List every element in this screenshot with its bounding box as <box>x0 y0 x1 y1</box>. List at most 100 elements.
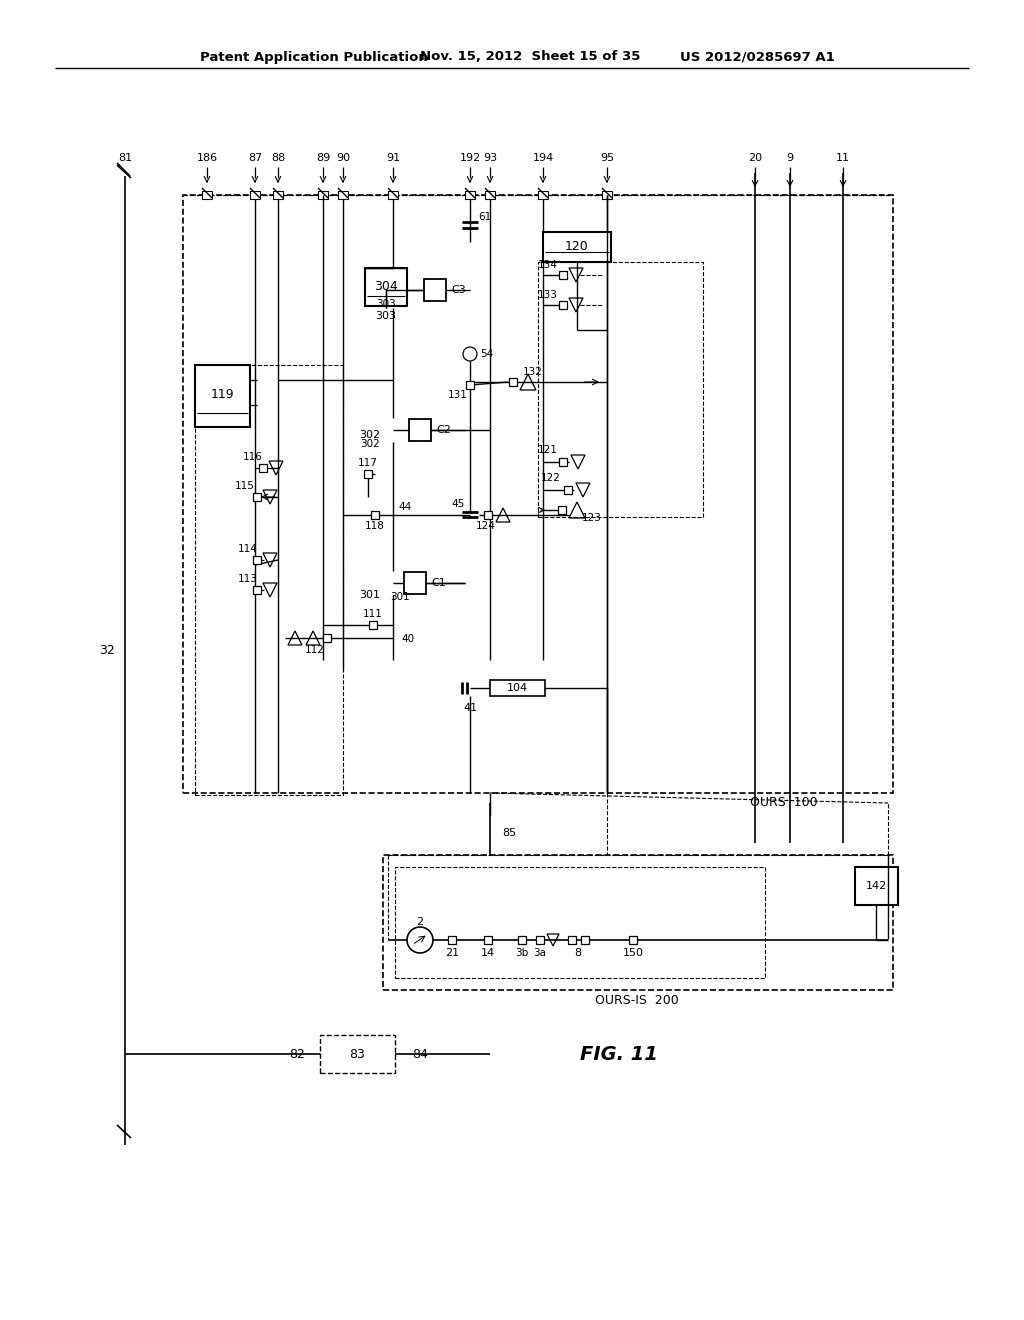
Bar <box>559 271 567 279</box>
Text: 301: 301 <box>390 591 410 602</box>
Text: 9: 9 <box>786 153 794 162</box>
Bar <box>259 465 267 473</box>
Text: 131: 131 <box>449 389 468 400</box>
Text: 124: 124 <box>476 521 496 531</box>
Bar <box>183 195 893 793</box>
Bar <box>490 680 545 696</box>
Bar <box>371 511 379 519</box>
Bar <box>465 191 475 199</box>
Bar <box>538 261 703 517</box>
Text: 81: 81 <box>118 153 132 162</box>
Text: 304: 304 <box>374 281 398 293</box>
Text: 302: 302 <box>360 440 380 449</box>
Bar <box>536 936 544 944</box>
Text: 45: 45 <box>452 499 465 510</box>
Text: C3: C3 <box>451 285 466 294</box>
Text: 115: 115 <box>236 480 255 491</box>
Text: FIG. 11: FIG. 11 <box>580 1045 658 1064</box>
Bar <box>383 855 893 990</box>
Text: 303: 303 <box>376 312 396 321</box>
Bar <box>404 572 426 594</box>
Text: 133: 133 <box>538 290 558 300</box>
Text: 3a: 3a <box>534 948 547 958</box>
Bar <box>273 191 283 199</box>
Text: 192: 192 <box>460 153 480 162</box>
Text: 14: 14 <box>481 948 495 958</box>
Text: 87: 87 <box>248 153 262 162</box>
Text: 302: 302 <box>359 430 381 440</box>
Text: 303: 303 <box>376 300 396 309</box>
Text: 32: 32 <box>99 644 115 656</box>
Text: 82: 82 <box>289 1048 305 1060</box>
Bar <box>369 620 377 630</box>
Text: 104: 104 <box>507 682 527 693</box>
Text: 114: 114 <box>238 544 258 554</box>
Text: 93: 93 <box>483 153 497 162</box>
Bar <box>484 936 492 944</box>
Text: 2: 2 <box>417 917 424 927</box>
Text: OURS-IS  200: OURS-IS 200 <box>595 994 679 1006</box>
Text: OURS  100: OURS 100 <box>750 796 817 809</box>
Text: 88: 88 <box>271 153 285 162</box>
Text: 122: 122 <box>541 473 561 483</box>
Bar <box>338 191 348 199</box>
Circle shape <box>463 347 477 360</box>
Text: 116: 116 <box>243 451 263 462</box>
Bar <box>388 191 398 199</box>
Bar <box>559 458 567 466</box>
Text: C1: C1 <box>431 578 445 587</box>
Circle shape <box>407 927 433 953</box>
Bar <box>466 381 474 389</box>
Text: US 2012/0285697 A1: US 2012/0285697 A1 <box>680 50 835 63</box>
Text: 11: 11 <box>836 153 850 162</box>
Bar <box>253 492 261 502</box>
Bar <box>509 378 517 385</box>
Text: 112: 112 <box>305 645 325 655</box>
Text: 40: 40 <box>401 634 414 644</box>
Text: 95: 95 <box>600 153 614 162</box>
Text: Nov. 15, 2012  Sheet 15 of 35: Nov. 15, 2012 Sheet 15 of 35 <box>420 50 640 63</box>
Text: 194: 194 <box>532 153 554 162</box>
Text: 123: 123 <box>582 513 602 523</box>
Bar <box>629 936 637 944</box>
Text: 3b: 3b <box>515 948 528 958</box>
Text: 44: 44 <box>398 502 412 512</box>
Bar <box>564 486 572 494</box>
Bar <box>485 191 495 199</box>
Text: 41: 41 <box>463 704 477 713</box>
Text: 111: 111 <box>364 609 383 619</box>
Bar <box>202 191 212 199</box>
Bar <box>409 418 431 441</box>
Text: 21: 21 <box>445 948 459 958</box>
Text: 91: 91 <box>386 153 400 162</box>
Bar <box>365 268 407 306</box>
Bar <box>581 936 589 944</box>
Text: 61: 61 <box>478 213 492 222</box>
Text: 186: 186 <box>197 153 217 162</box>
Bar <box>318 191 328 199</box>
Bar <box>195 366 250 426</box>
Bar <box>558 506 566 513</box>
Bar <box>543 232 611 261</box>
Text: 119: 119 <box>210 388 233 401</box>
Text: 89: 89 <box>315 153 330 162</box>
Text: 121: 121 <box>538 445 558 455</box>
Bar <box>395 867 765 978</box>
Bar <box>538 191 548 199</box>
Text: 117: 117 <box>358 458 378 469</box>
Text: 20: 20 <box>748 153 762 162</box>
Text: 118: 118 <box>366 521 385 531</box>
Bar <box>250 191 260 199</box>
Text: 85: 85 <box>502 828 516 838</box>
Text: 134: 134 <box>538 260 558 271</box>
Text: C2: C2 <box>436 425 451 436</box>
Bar <box>253 586 261 594</box>
Text: 132: 132 <box>523 367 543 378</box>
Text: 120: 120 <box>565 240 589 253</box>
Text: 54: 54 <box>480 348 494 359</box>
Bar <box>449 936 456 944</box>
Bar <box>518 936 526 944</box>
Text: 150: 150 <box>623 948 643 958</box>
Text: 8: 8 <box>574 948 582 958</box>
Bar <box>568 936 575 944</box>
